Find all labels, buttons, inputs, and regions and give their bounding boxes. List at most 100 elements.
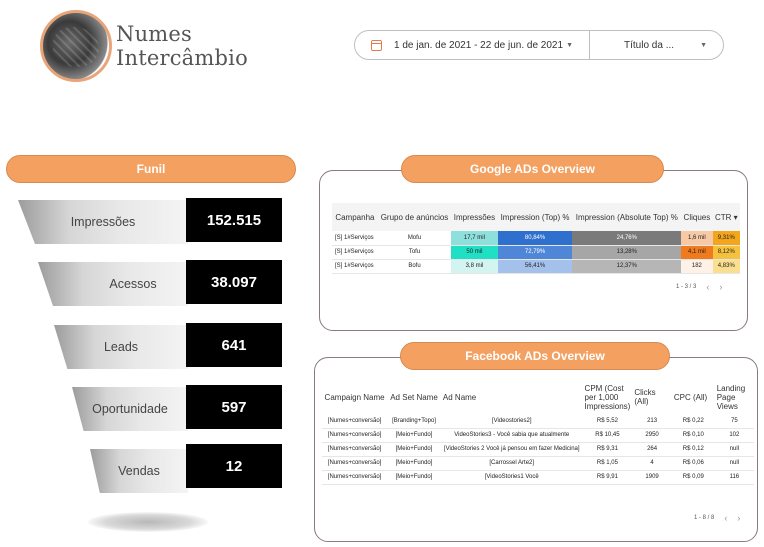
brand-logo: Numes Intercâmbio	[40, 8, 248, 84]
table-cell: VideoStories3 - Você sabia que atualment…	[440, 428, 583, 443]
column-header[interactable]: Campanha	[335, 212, 375, 222]
column-header[interactable]: Clicks (All)	[634, 388, 656, 406]
brand-name: Numes Intercâmbio	[116, 22, 248, 70]
chevron-right-icon[interactable]: ›	[719, 282, 723, 292]
chevron-right-icon[interactable]: ›	[737, 513, 741, 523]
globe-logo-icon	[40, 10, 112, 82]
table-row: [S] 1#Serviços Tofu 50 mil 72,79% 13,28% 4,1 …	[332, 245, 740, 260]
table-cell: 2950	[632, 428, 672, 443]
funil-header: Funil	[6, 155, 296, 183]
facebook-ads-header: Facebook ADs Overview	[400, 342, 670, 370]
table-cell: R$ 5,52	[582, 414, 633, 429]
table-cell: [Numes+conversão]	[322, 470, 388, 485]
date-range-filter[interactable]: 1 de jan. de 2021 - 22 de jun. de 2021 ▼	[355, 31, 590, 59]
table-row: [Numes+conversão] [Meio+Fundo] [Carrossel …	[322, 456, 754, 471]
column-header[interactable]: Impression (Top) %	[500, 212, 570, 222]
table-cell: [Meio+Fundo]	[387, 442, 441, 457]
table-cell: 24,76%	[572, 231, 682, 246]
table-cell: 13,28%	[572, 245, 682, 260]
table-cell: 1909	[632, 470, 672, 485]
chevron-down-icon: ▼	[700, 41, 707, 49]
table-cell: [Carrossel Arte2]	[440, 456, 583, 471]
column-header-ctr[interactable]: CTR ▾	[713, 203, 740, 231]
table-cell: 80,84%	[497, 231, 573, 246]
table-cell: Tofu	[377, 245, 452, 260]
table-cell: 56,41%	[497, 259, 573, 274]
brand-name-line2: Intercâmbio	[116, 46, 248, 70]
table-cell: [Videostories2]	[440, 414, 583, 429]
sort-desc-icon: ▾	[733, 212, 738, 222]
funnel-value-vendas: 12	[186, 444, 282, 488]
table-cell: [S] 1#Serviços	[332, 245, 378, 260]
calendar-icon	[371, 39, 382, 51]
column-header[interactable]: CPM (Cost per 1,000 Impressions)	[584, 383, 631, 411]
table-cell: 102	[714, 428, 754, 443]
filter-bar: 1 de jan. de 2021 - 22 de jun. de 2021 ▼…	[354, 30, 724, 60]
table-cell: null	[714, 456, 754, 471]
pagination-label: 1 - 3 / 3	[676, 284, 697, 290]
table-cell: [S] 1#Serviços	[332, 259, 378, 274]
date-range-label: 1 de jan. de 2021 - 22 de jun. de 2021	[394, 39, 564, 51]
column-header[interactable]: Grupo de anúncios	[380, 212, 449, 222]
funnel-step-leads: Leads	[54, 325, 188, 369]
column-header[interactable]: Impression (Absolute Top) %	[575, 212, 678, 222]
table-cell: [S] 1#Serviços	[332, 231, 378, 246]
table-cell: 3,8 mil	[451, 259, 498, 274]
google-ads-header: Google ADs Overview	[401, 155, 664, 183]
title-filter[interactable]: Título da ... ▼	[590, 31, 723, 59]
chevron-left-icon[interactable]: ‹	[724, 513, 728, 523]
table-cell: [Meio+Fundo]	[387, 428, 441, 443]
facebook-ads-table: Campaign Name Ad Set Name Ad Name CPM (C…	[322, 380, 754, 485]
column-header[interactable]: Impressões	[453, 212, 496, 222]
table-cell: [VideoStories1 Você	[440, 470, 583, 485]
column-header[interactable]: Cliques	[683, 212, 711, 222]
table-cell: [VideoStories 2 Você já pensou em fazer …	[440, 442, 583, 457]
table-cell: R$ 0,22	[671, 414, 715, 429]
table-cell: R$ 0,10	[671, 428, 715, 443]
table-cell: R$ 9,31	[582, 442, 633, 457]
table-cell: 4,1 mil	[681, 245, 713, 260]
table-row: [Numes+conversão] [Branding+Topo] [Videost…	[322, 414, 754, 429]
column-header[interactable]: Ad Name	[442, 392, 477, 402]
table-cell: 1,6 mil	[681, 231, 713, 246]
column-header[interactable]: Campaign Name	[324, 392, 385, 402]
table-cell: 72,79%	[497, 245, 573, 260]
funnel-step-vendas: Vendas	[90, 449, 188, 493]
funnel-value-impressoes: 152.515	[186, 198, 282, 242]
funnel-step-label: Impressões	[70, 215, 136, 229]
google-ads-pagination: 1 - 3 / 3 ‹ ›	[676, 282, 722, 292]
table-cell: 182	[681, 259, 713, 274]
pagination-label: 1 - 8 / 8	[694, 515, 715, 521]
table-cell: [Numes+conversão]	[322, 428, 388, 443]
table-cell: 213	[632, 414, 672, 429]
column-header[interactable]: Landing Page Views	[716, 383, 746, 411]
table-cell: [Numes+conversão]	[322, 414, 388, 429]
table-cell: R$ 0,09	[671, 470, 715, 485]
table-cell: 116	[714, 470, 754, 485]
table-cell: 4,83%	[712, 259, 740, 274]
chevron-left-icon[interactable]: ‹	[706, 282, 710, 292]
brand-name-line1: Numes	[116, 22, 193, 46]
column-header[interactable]: Ad Set Name	[390, 392, 438, 402]
funnel-value-oportunidade: 597	[186, 385, 282, 429]
table-cell: 75	[714, 414, 754, 429]
funnel-step-oportunidade: Oportunidade	[72, 387, 188, 431]
table-cell: R$ 10,45	[582, 428, 633, 443]
table-cell: [Branding+Topo]	[387, 414, 441, 429]
title-filter-label: Título da ...	[624, 39, 675, 51]
table-cell: 4	[632, 456, 672, 471]
table-cell: 9,31%	[712, 231, 740, 246]
funnel-step-impressoes: Impressões	[18, 200, 188, 244]
column-header[interactable]: CPC (All)	[673, 392, 708, 402]
chevron-down-icon: ▼	[566, 41, 573, 49]
table-cell: R$ 0,06	[671, 456, 715, 471]
facebook-ads-table-viewport[interactable]: Campaign Name Ad Set Name Ad Name CPM (C…	[322, 380, 754, 508]
table-cell: 12,37%	[572, 259, 682, 274]
table-cell: R$ 1,05	[582, 456, 633, 471]
funnel-value-leads: 641	[186, 323, 282, 367]
table-cell: 17,7 mil	[451, 231, 498, 246]
table-cell: Bofu	[377, 259, 452, 274]
table-cell: 50 mil	[451, 245, 498, 260]
funnel-value-acessos: 38.097	[186, 260, 282, 304]
table-row: [Numes+conversão] [Meio+Fundo] VideoStorie…	[322, 428, 754, 443]
